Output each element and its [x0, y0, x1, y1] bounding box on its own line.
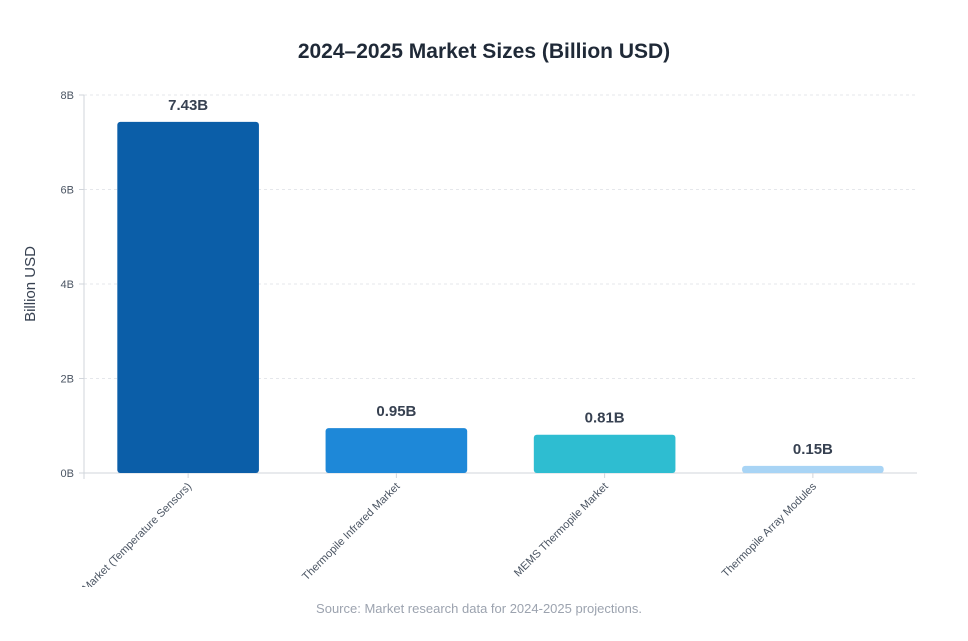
y-tick-label: 6B	[61, 185, 74, 197]
x-tick-label: MEMS Thermopile Market	[512, 481, 611, 580]
x-tick-label: Thermopile Infrared Market	[300, 481, 402, 583]
bar	[325, 428, 468, 473]
axes: 0B 2B 4B 6B 8B Billion USD	[22, 90, 917, 480]
x-tick-label: Thermopile Array Modules	[720, 480, 820, 580]
data-label: 0.95B	[376, 403, 416, 420]
data-label: 0.15B	[793, 441, 833, 458]
y-tick-label: 0B	[61, 468, 74, 480]
data-label: 0.81B	[585, 410, 625, 427]
bar	[742, 465, 884, 473]
chart-title: 2024–2025 Market Sizes (Billion USD)	[297, 40, 671, 63]
y-axis-title: Billion USD	[22, 246, 39, 322]
bar	[533, 434, 676, 473]
y-tick-label: 4B	[61, 279, 74, 291]
bar	[117, 121, 259, 474]
bars	[117, 121, 884, 474]
source-note: Source: Market research data for 2024-20…	[316, 601, 642, 616]
y-tick-label: 2B	[61, 374, 74, 386]
data-label: 7.43B	[168, 97, 208, 114]
y-tick-label: 8B	[61, 90, 74, 102]
